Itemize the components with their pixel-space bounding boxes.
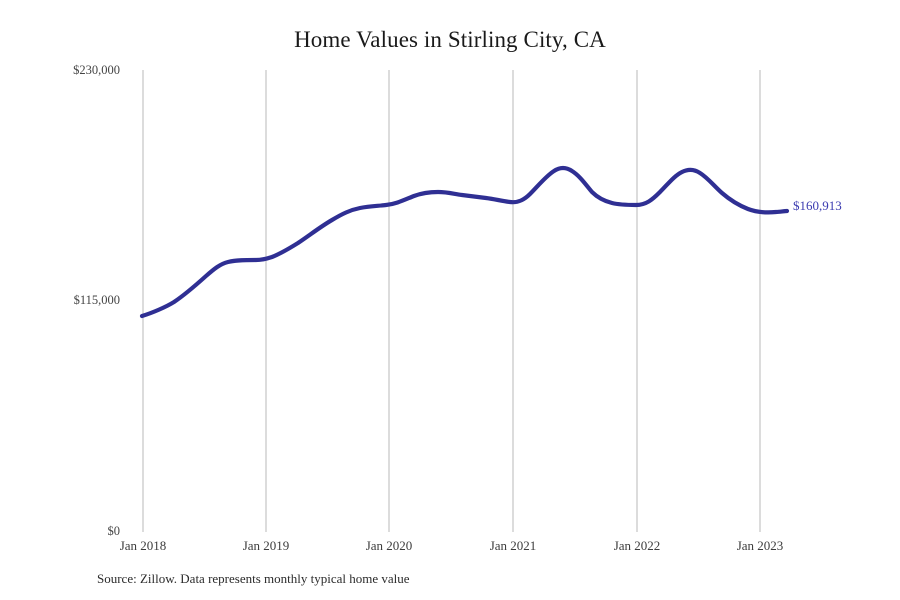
ytick-label-0: $0 bbox=[107, 524, 121, 538]
xtick-label-jan-2021: Jan 2021 bbox=[489, 538, 537, 553]
ytick-label-230000: $230,000 bbox=[73, 63, 120, 77]
series-typical-home-value bbox=[139, 165, 790, 319]
gridlines bbox=[142, 70, 761, 532]
chart-title: Home Values in Stirling City, CA bbox=[294, 27, 606, 52]
ytick-label-115000: $115,000 bbox=[73, 293, 120, 307]
xtick-label-jan-2020: Jan 2020 bbox=[365, 538, 413, 553]
end-value-label: $160,913 bbox=[793, 198, 842, 213]
xtick-label-jan-2022: Jan 2022 bbox=[613, 538, 661, 553]
xtick-label-jan-2023: Jan 2023 bbox=[736, 538, 784, 553]
source-note: Source: Zillow. Data represents monthly … bbox=[97, 571, 410, 586]
xtick-label-jan-2019: Jan 2019 bbox=[242, 538, 290, 553]
xtick-label-jan-2018: Jan 2018 bbox=[119, 538, 167, 553]
line-path-typical-home-value bbox=[139, 165, 790, 319]
